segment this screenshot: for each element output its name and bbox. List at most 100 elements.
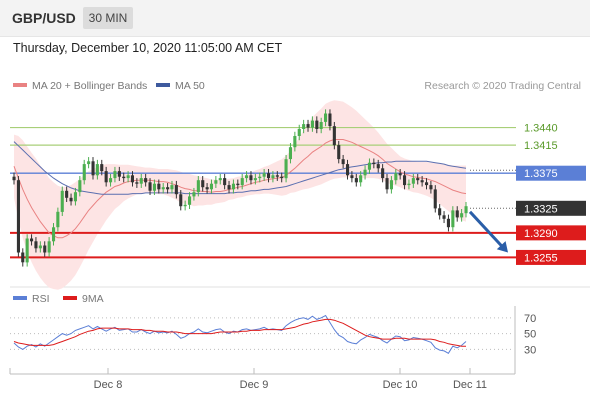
- bollinger-label: MA 20 + Bollinger Bands: [32, 80, 148, 92]
- candle-body: [100, 164, 104, 172]
- candle-body: [381, 168, 385, 179]
- candle-body: [183, 204, 187, 207]
- candle-body: [288, 147, 292, 160]
- candle-body: [433, 189, 437, 209]
- candle-body: [275, 175, 279, 177]
- candle-body: [223, 178, 227, 186]
- candle-body: [253, 178, 257, 181]
- chart-datetime: Thursday, December 10, 2020 11:05:00 AM …: [13, 41, 283, 55]
- candle-body: [258, 176, 262, 179]
- candle-body: [280, 176, 284, 179]
- candle-body: [341, 159, 345, 165]
- candle-body: [389, 180, 393, 190]
- candle-body: [82, 164, 86, 181]
- candle-body: [209, 183, 213, 190]
- candle-body: [73, 192, 77, 202]
- candle-body: [174, 185, 178, 195]
- candle-body: [306, 124, 310, 128]
- candle-body: [464, 206, 468, 214]
- candle-body: [179, 194, 183, 207]
- candle-body: [451, 210, 455, 228]
- candle-body: [192, 192, 196, 197]
- candle-body: [87, 161, 91, 165]
- level-label-1.3415: 1.3415: [524, 140, 558, 152]
- candle-body: [30, 238, 34, 242]
- candle-body: [161, 187, 165, 190]
- candle-body: [52, 227, 56, 242]
- level-tag-1.3255: [516, 249, 586, 265]
- candle-body: [394, 173, 398, 181]
- candle-body: [438, 208, 442, 216]
- candle-body: [385, 178, 389, 190]
- candle-body: [148, 182, 152, 191]
- forecast-arrow-shaft: [468, 210, 506, 250]
- candle-body: [122, 176, 126, 179]
- level-label-1.3440: 1.3440: [524, 123, 558, 135]
- candle-body: [407, 183, 411, 186]
- candle-body: [60, 190, 64, 212]
- timeframe-button[interactable]: 30 MIN: [83, 7, 133, 29]
- candle-body: [34, 241, 38, 249]
- level-label-1.3375: 1.3375: [524, 168, 558, 180]
- candle-body: [429, 185, 433, 190]
- candle-body: [104, 171, 108, 183]
- candle-body: [144, 178, 148, 183]
- candle-body: [354, 178, 358, 183]
- candle-body: [236, 183, 240, 186]
- candle-body: [293, 136, 297, 148]
- candle-body: [376, 164, 380, 169]
- candle-body: [130, 175, 134, 183]
- level-tag-1.3290: [516, 225, 586, 241]
- candle-body: [425, 182, 429, 186]
- candle-body: [359, 175, 363, 183]
- candle-body: [403, 175, 407, 186]
- candle-body: [170, 185, 174, 190]
- ma50-line: [13, 141, 467, 195]
- level-label-1.3325: 1.3325: [524, 203, 558, 215]
- level-tag-1.3325: [516, 200, 586, 216]
- candle-body: [126, 175, 130, 179]
- candle-body: [196, 180, 200, 193]
- level-label-1.3290: 1.3290: [524, 228, 558, 240]
- candle-body: [117, 171, 121, 177]
- x-axis-label: Dec 8: [94, 379, 123, 391]
- candle-body: [78, 180, 82, 193]
- candle-body: [350, 175, 354, 179]
- candle-body: [455, 210, 459, 218]
- candle-body: [262, 173, 266, 177]
- candle-body: [398, 173, 402, 176]
- candle-body: [139, 178, 143, 184]
- candle-body: [166, 187, 170, 190]
- candle-body: [442, 215, 446, 219]
- rsi-label: RSI: [32, 293, 50, 305]
- candle-body: [157, 183, 161, 190]
- candle-body: [135, 182, 139, 184]
- candle-body: [245, 175, 249, 179]
- x-axis-label: Dec 10: [383, 379, 418, 391]
- bollinger-band-fill: [14, 100, 466, 290]
- rsi-ma-line: [13, 318, 466, 347]
- rsi-ma-swatch: [63, 296, 77, 301]
- candle-body: [267, 173, 271, 179]
- candle-body: [284, 159, 288, 179]
- x-axis-label: Dec 9: [240, 379, 269, 391]
- candle-body: [240, 178, 244, 186]
- candle-body: [372, 162, 376, 165]
- candle-body: [152, 183, 156, 191]
- candle-body: [21, 252, 25, 263]
- candle-body: [91, 161, 95, 176]
- candle-body: [328, 113, 332, 127]
- candle-body: [12, 176, 16, 181]
- candle-body: [346, 164, 350, 176]
- candle-body: [324, 113, 328, 122]
- candle-body: [56, 211, 60, 228]
- legend-bollinger: MA 20 + Bollinger Bands: [13, 80, 147, 92]
- legend-rsi-ma: 9MA: [63, 293, 104, 305]
- candle-body: [411, 178, 415, 184]
- legend-rsi: RSI: [13, 293, 50, 305]
- candle-body: [201, 180, 205, 188]
- candle-body: [43, 245, 47, 253]
- candle-body: [205, 187, 209, 190]
- rsi-tick-label: 30: [524, 344, 536, 356]
